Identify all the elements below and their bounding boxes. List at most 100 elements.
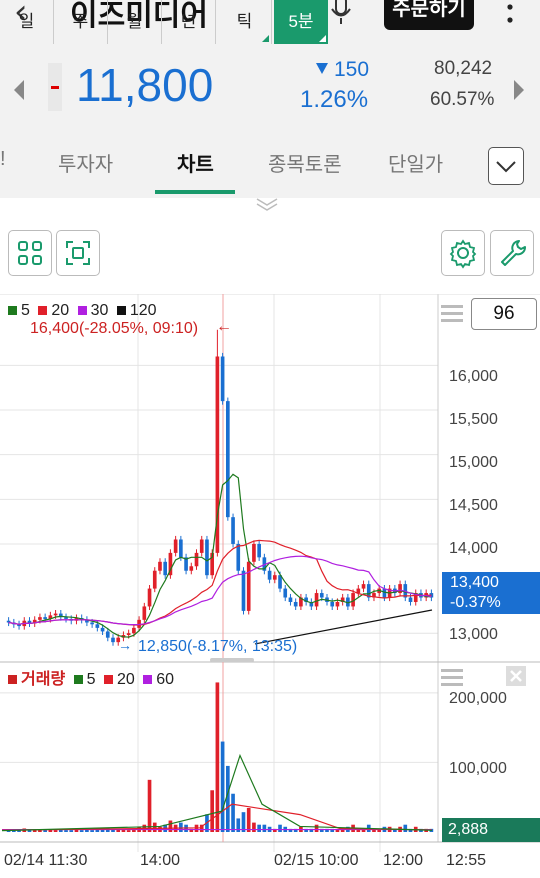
price-legend: 5 20 30 120 xyxy=(8,302,157,320)
chart-settings-button[interactable] xyxy=(441,230,485,276)
candle-body xyxy=(272,575,277,580)
right-arrow-icon: → xyxy=(118,637,132,653)
candle-body xyxy=(236,543,241,571)
chart-tools-button[interactable] xyxy=(490,230,534,276)
candle-body xyxy=(226,401,230,518)
candle-body xyxy=(111,637,115,643)
close-volume-pane-icon[interactable] xyxy=(506,666,526,686)
period-week[interactable]: 주 xyxy=(54,0,108,44)
prev-stock-icon[interactable] xyxy=(14,80,24,100)
volume-bar xyxy=(377,828,382,832)
y-tick: 14,000 xyxy=(449,540,498,557)
volume-bar xyxy=(246,808,251,832)
candle-body xyxy=(408,597,413,602)
volume-bar xyxy=(111,828,115,832)
candle-count-box[interactable]: 96 xyxy=(471,298,537,330)
volume-bar xyxy=(293,828,298,832)
candle-body xyxy=(189,566,194,571)
volume-bar xyxy=(85,829,89,832)
candle-body xyxy=(27,620,32,624)
tab-dropdown-button[interactable] xyxy=(488,147,524,185)
stock-title[interactable]: 이즈미디어 xyxy=(70,0,208,32)
candle-body xyxy=(309,601,314,607)
layout-grid-button[interactable] xyxy=(8,230,52,276)
ma-30-line xyxy=(8,555,432,626)
candle-body xyxy=(95,624,100,628)
price-chart[interactable] xyxy=(0,294,540,878)
next-stock-icon[interactable] xyxy=(514,80,524,100)
x-tick: 12:00 xyxy=(383,852,424,869)
volume-bar xyxy=(126,830,131,832)
candle-body xyxy=(340,597,345,602)
volume-bar xyxy=(231,793,235,832)
candle-body xyxy=(43,617,47,619)
tab-discussion[interactable]: 종목토론 xyxy=(268,154,342,176)
period-day[interactable]: 일 xyxy=(0,0,54,44)
candle-body xyxy=(205,539,209,576)
tab-partial[interactable]: ! xyxy=(0,148,6,170)
volume-bar xyxy=(272,828,277,832)
volume: 80,242 xyxy=(434,58,493,79)
candle-body xyxy=(53,613,58,616)
more-vertical-icon[interactable] xyxy=(500,2,520,32)
volume-bar xyxy=(314,824,319,832)
volume-bar xyxy=(179,822,183,832)
volume-legend: 거래량 5 20 60 xyxy=(8,665,174,689)
tab-single-price[interactable]: 단일가 xyxy=(388,154,444,176)
volume-bar xyxy=(393,828,397,832)
volume-bar xyxy=(252,822,256,832)
back-icon[interactable]: ‹ xyxy=(14,0,28,32)
collapse-handle-icon[interactable] xyxy=(254,196,280,212)
candle-body xyxy=(132,627,136,634)
y-tick: 13,000 xyxy=(449,626,498,643)
tab-bar xyxy=(0,136,540,198)
period-month[interactable]: 월 xyxy=(108,0,162,44)
period-year[interactable]: 년 xyxy=(162,0,216,44)
candle-body xyxy=(85,619,89,623)
candle-body xyxy=(199,539,204,553)
volume-bar xyxy=(226,765,230,832)
ma-20-line xyxy=(8,539,432,626)
period-selector: 일 주 월 년 틱 5분 xyxy=(0,0,330,46)
period-5min[interactable]: 5분 xyxy=(274,0,328,44)
candle-body xyxy=(126,633,131,636)
candle-body xyxy=(152,570,157,589)
volume-bar xyxy=(330,828,335,832)
volume-bar xyxy=(356,828,361,832)
price-pane-menu-icon[interactable] xyxy=(441,304,463,322)
candle-body xyxy=(351,593,355,607)
volume-pane-menu-icon[interactable] xyxy=(441,668,463,686)
x-tick: 02/14 11:30 xyxy=(4,852,88,869)
volume-bar xyxy=(340,828,345,832)
volume-bar xyxy=(27,829,32,832)
candle-body xyxy=(105,631,110,638)
fullscreen-button[interactable] xyxy=(56,230,100,276)
volume-bar xyxy=(17,830,21,832)
volume-bar xyxy=(408,828,413,832)
volume-bar xyxy=(48,829,53,832)
volume-bar xyxy=(64,830,68,832)
volume-bar xyxy=(257,824,261,832)
candle-body xyxy=(38,617,42,620)
candle-body xyxy=(210,552,214,576)
volume-legend-title: 거래량 xyxy=(8,671,65,688)
tab-chart[interactable]: 차트 xyxy=(177,154,214,176)
candle-body xyxy=(398,584,402,594)
candle-body xyxy=(142,606,147,620)
x-tick: 12:55 xyxy=(446,852,487,869)
volume-bar xyxy=(236,818,241,832)
candle-body xyxy=(32,619,37,624)
tab-investor[interactable]: 투자자 xyxy=(58,154,114,176)
ma-5-line xyxy=(8,473,432,638)
period-tick[interactable]: 틱 xyxy=(218,0,272,44)
pane-divider-handle[interactable] xyxy=(210,658,254,662)
candle-body xyxy=(163,561,168,576)
volume-bar xyxy=(215,682,220,832)
chevron-down-icon xyxy=(496,161,516,173)
volume-bar xyxy=(53,830,58,832)
volume-bar xyxy=(152,822,157,832)
candle-body xyxy=(372,593,376,598)
order-button[interactable]: 주문하기 xyxy=(384,0,474,30)
volume-bar xyxy=(168,820,173,832)
microphone-icon[interactable] xyxy=(330,0,352,26)
